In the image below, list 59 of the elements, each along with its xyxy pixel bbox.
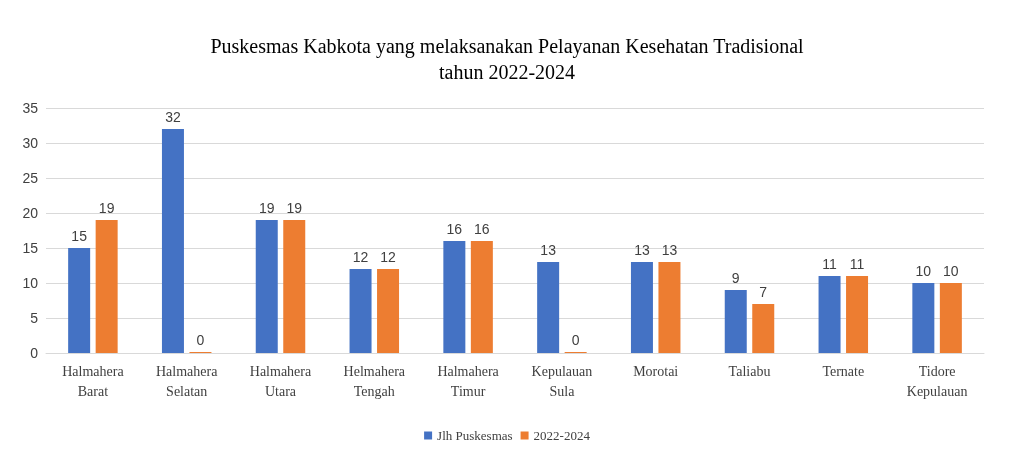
bar <box>161 129 184 353</box>
x-tick-label: Halmahera Barat <box>62 363 125 399</box>
data-label: 13 <box>661 242 678 258</box>
y-tick-label: 30 <box>22 135 39 151</box>
data-label: 0 <box>571 332 580 348</box>
chart-title: Puskesmas Kabkota yang melaksanakan Pelayanan Kesehatan Tradisional tahun 2022-2024 <box>210 35 805 83</box>
bar <box>443 241 466 353</box>
data-label: 16 <box>446 221 463 237</box>
x-tick-label: Taliabu <box>728 363 771 379</box>
y-tick-label: 35 <box>22 100 39 116</box>
data-label: 7 <box>759 284 768 300</box>
bar <box>537 262 560 353</box>
legend-label: 2022-2024 <box>533 428 591 443</box>
data-label: 19 <box>286 200 303 216</box>
bar <box>283 220 306 353</box>
data-label: 9 <box>731 270 740 286</box>
bar <box>752 304 775 353</box>
data-label: 10 <box>943 263 959 279</box>
bar <box>724 290 747 353</box>
x-tick-label: Kepulauan Sula <box>531 363 593 399</box>
y-tick-label: 25 <box>22 170 39 186</box>
bar <box>939 283 962 353</box>
data-label: 13 <box>634 242 650 258</box>
bar <box>846 276 869 353</box>
x-tick-label: Morotai <box>633 363 679 379</box>
bar <box>349 269 372 353</box>
data-label: 13 <box>540 242 557 258</box>
x-tick-label: Tidore Kepulauan <box>906 363 968 399</box>
x-tick-label: Halmahera Selatan <box>155 363 219 399</box>
x-tick-label: Halmahera Utara <box>249 363 312 399</box>
x-tick-label: Ternate <box>822 363 865 379</box>
y-tick-label: 5 <box>30 310 39 326</box>
bar <box>818 276 841 353</box>
bar <box>255 220 278 353</box>
legend-label: Jlh Puskesmas <box>437 428 513 443</box>
y-tick-label: 20 <box>22 205 39 221</box>
bar <box>377 269 400 353</box>
bar <box>630 262 653 353</box>
data-label: 11 <box>822 256 838 272</box>
data-label: 16 <box>474 221 490 237</box>
data-label: 12 <box>380 249 397 265</box>
y-tick-label: 0 <box>30 345 39 361</box>
data-label: 0 <box>196 332 205 348</box>
bar <box>470 241 493 353</box>
bar <box>658 262 681 353</box>
data-label: 32 <box>165 109 181 125</box>
x-tick-label: Halmahera Timur <box>437 363 500 399</box>
bar <box>912 283 935 353</box>
data-label: 10 <box>915 263 932 279</box>
y-tick-label: 10 <box>22 275 39 291</box>
data-label: 19 <box>98 200 115 216</box>
bar <box>95 220 118 353</box>
data-label: 12 <box>352 249 369 265</box>
x-tick-label: Helmahera Tengah <box>343 363 406 399</box>
data-label: 11 <box>849 256 865 272</box>
data-label: 19 <box>258 200 275 216</box>
bar <box>68 248 91 353</box>
data-label: 15 <box>71 228 88 244</box>
y-tick-label: 15 <box>22 240 39 256</box>
